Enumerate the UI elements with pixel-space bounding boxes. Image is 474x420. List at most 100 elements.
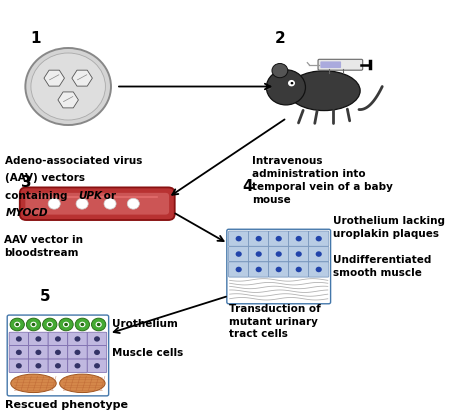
Text: (AAV) vectors: (AAV) vectors <box>5 173 85 183</box>
Circle shape <box>127 198 139 209</box>
FancyBboxPatch shape <box>248 247 269 262</box>
Circle shape <box>94 350 100 355</box>
Circle shape <box>296 236 302 241</box>
Circle shape <box>36 363 41 368</box>
Text: Transduction of
mutant urinary
tract cells: Transduction of mutant urinary tract cel… <box>228 304 320 339</box>
Circle shape <box>16 336 22 341</box>
Circle shape <box>30 322 36 327</box>
FancyBboxPatch shape <box>9 346 28 359</box>
FancyBboxPatch shape <box>87 359 107 373</box>
Circle shape <box>31 53 105 120</box>
Text: Muscle cells: Muscle cells <box>112 348 183 358</box>
FancyBboxPatch shape <box>269 247 289 262</box>
Circle shape <box>63 322 69 327</box>
Text: Rescued phenotype: Rescued phenotype <box>5 400 128 410</box>
FancyBboxPatch shape <box>28 359 48 373</box>
Polygon shape <box>44 70 64 86</box>
Circle shape <box>272 63 288 78</box>
Circle shape <box>236 267 242 272</box>
FancyBboxPatch shape <box>28 332 48 346</box>
Text: Urothelium lacking
uroplakin plaques: Urothelium lacking uroplakin plaques <box>333 216 446 239</box>
Ellipse shape <box>75 318 90 331</box>
Ellipse shape <box>266 87 271 90</box>
FancyBboxPatch shape <box>228 231 249 246</box>
FancyBboxPatch shape <box>68 346 87 359</box>
Circle shape <box>255 267 262 272</box>
Circle shape <box>96 322 102 327</box>
Circle shape <box>236 236 242 241</box>
Text: 5: 5 <box>40 289 50 304</box>
FancyBboxPatch shape <box>48 346 68 359</box>
Circle shape <box>236 251 242 257</box>
Circle shape <box>275 267 282 272</box>
Text: Intravenous
administration into
temporal vein of a baby
mouse: Intravenous administration into temporal… <box>252 156 393 205</box>
Circle shape <box>97 323 100 326</box>
FancyBboxPatch shape <box>289 247 309 262</box>
Circle shape <box>296 267 302 272</box>
FancyBboxPatch shape <box>309 262 329 277</box>
Ellipse shape <box>11 374 56 393</box>
Circle shape <box>55 336 61 341</box>
Polygon shape <box>58 92 78 108</box>
Circle shape <box>16 363 22 368</box>
Circle shape <box>74 363 81 368</box>
Text: 4: 4 <box>242 179 253 194</box>
Circle shape <box>14 322 20 327</box>
FancyBboxPatch shape <box>9 359 28 373</box>
Polygon shape <box>72 70 92 86</box>
FancyBboxPatch shape <box>248 262 269 277</box>
FancyBboxPatch shape <box>320 61 341 68</box>
Circle shape <box>48 198 60 209</box>
FancyBboxPatch shape <box>87 346 107 359</box>
Circle shape <box>316 251 322 257</box>
Text: UPK: UPK <box>78 191 102 201</box>
FancyBboxPatch shape <box>289 231 309 246</box>
Circle shape <box>94 363 100 368</box>
Circle shape <box>104 198 116 209</box>
Circle shape <box>74 350 81 355</box>
Text: Undifferentiated
smooth muscle: Undifferentiated smooth muscle <box>333 255 432 278</box>
FancyBboxPatch shape <box>309 247 329 262</box>
Circle shape <box>55 363 61 368</box>
Circle shape <box>255 236 262 241</box>
Circle shape <box>76 198 88 209</box>
FancyBboxPatch shape <box>269 262 289 277</box>
FancyBboxPatch shape <box>68 332 87 346</box>
FancyBboxPatch shape <box>68 359 87 373</box>
Circle shape <box>64 323 68 326</box>
Circle shape <box>36 350 41 355</box>
FancyBboxPatch shape <box>48 359 68 373</box>
Circle shape <box>32 323 36 326</box>
Circle shape <box>36 336 41 341</box>
FancyBboxPatch shape <box>289 262 309 277</box>
Circle shape <box>46 322 53 327</box>
FancyBboxPatch shape <box>228 247 249 262</box>
Ellipse shape <box>27 318 41 331</box>
FancyBboxPatch shape <box>20 187 175 220</box>
Circle shape <box>316 236 322 241</box>
FancyBboxPatch shape <box>48 332 68 346</box>
Circle shape <box>275 251 282 257</box>
FancyBboxPatch shape <box>318 59 363 70</box>
Text: Urothelium: Urothelium <box>112 319 178 329</box>
Ellipse shape <box>288 71 360 110</box>
Circle shape <box>81 323 84 326</box>
Circle shape <box>266 70 305 105</box>
Circle shape <box>25 48 111 125</box>
FancyBboxPatch shape <box>28 346 48 359</box>
FancyBboxPatch shape <box>248 231 269 246</box>
FancyBboxPatch shape <box>87 332 107 346</box>
Circle shape <box>55 350 61 355</box>
Text: 1: 1 <box>30 31 41 46</box>
Text: MYOCD: MYOCD <box>5 208 48 218</box>
FancyBboxPatch shape <box>309 231 329 246</box>
Text: Adeno-associated virus: Adeno-associated virus <box>5 155 143 165</box>
Text: 3: 3 <box>21 175 32 190</box>
Ellipse shape <box>59 318 73 331</box>
Circle shape <box>316 267 322 272</box>
Circle shape <box>16 350 22 355</box>
Circle shape <box>74 336 81 341</box>
Circle shape <box>275 236 282 241</box>
Ellipse shape <box>60 374 105 393</box>
Text: AAV vector in
bloodstream: AAV vector in bloodstream <box>4 235 83 258</box>
